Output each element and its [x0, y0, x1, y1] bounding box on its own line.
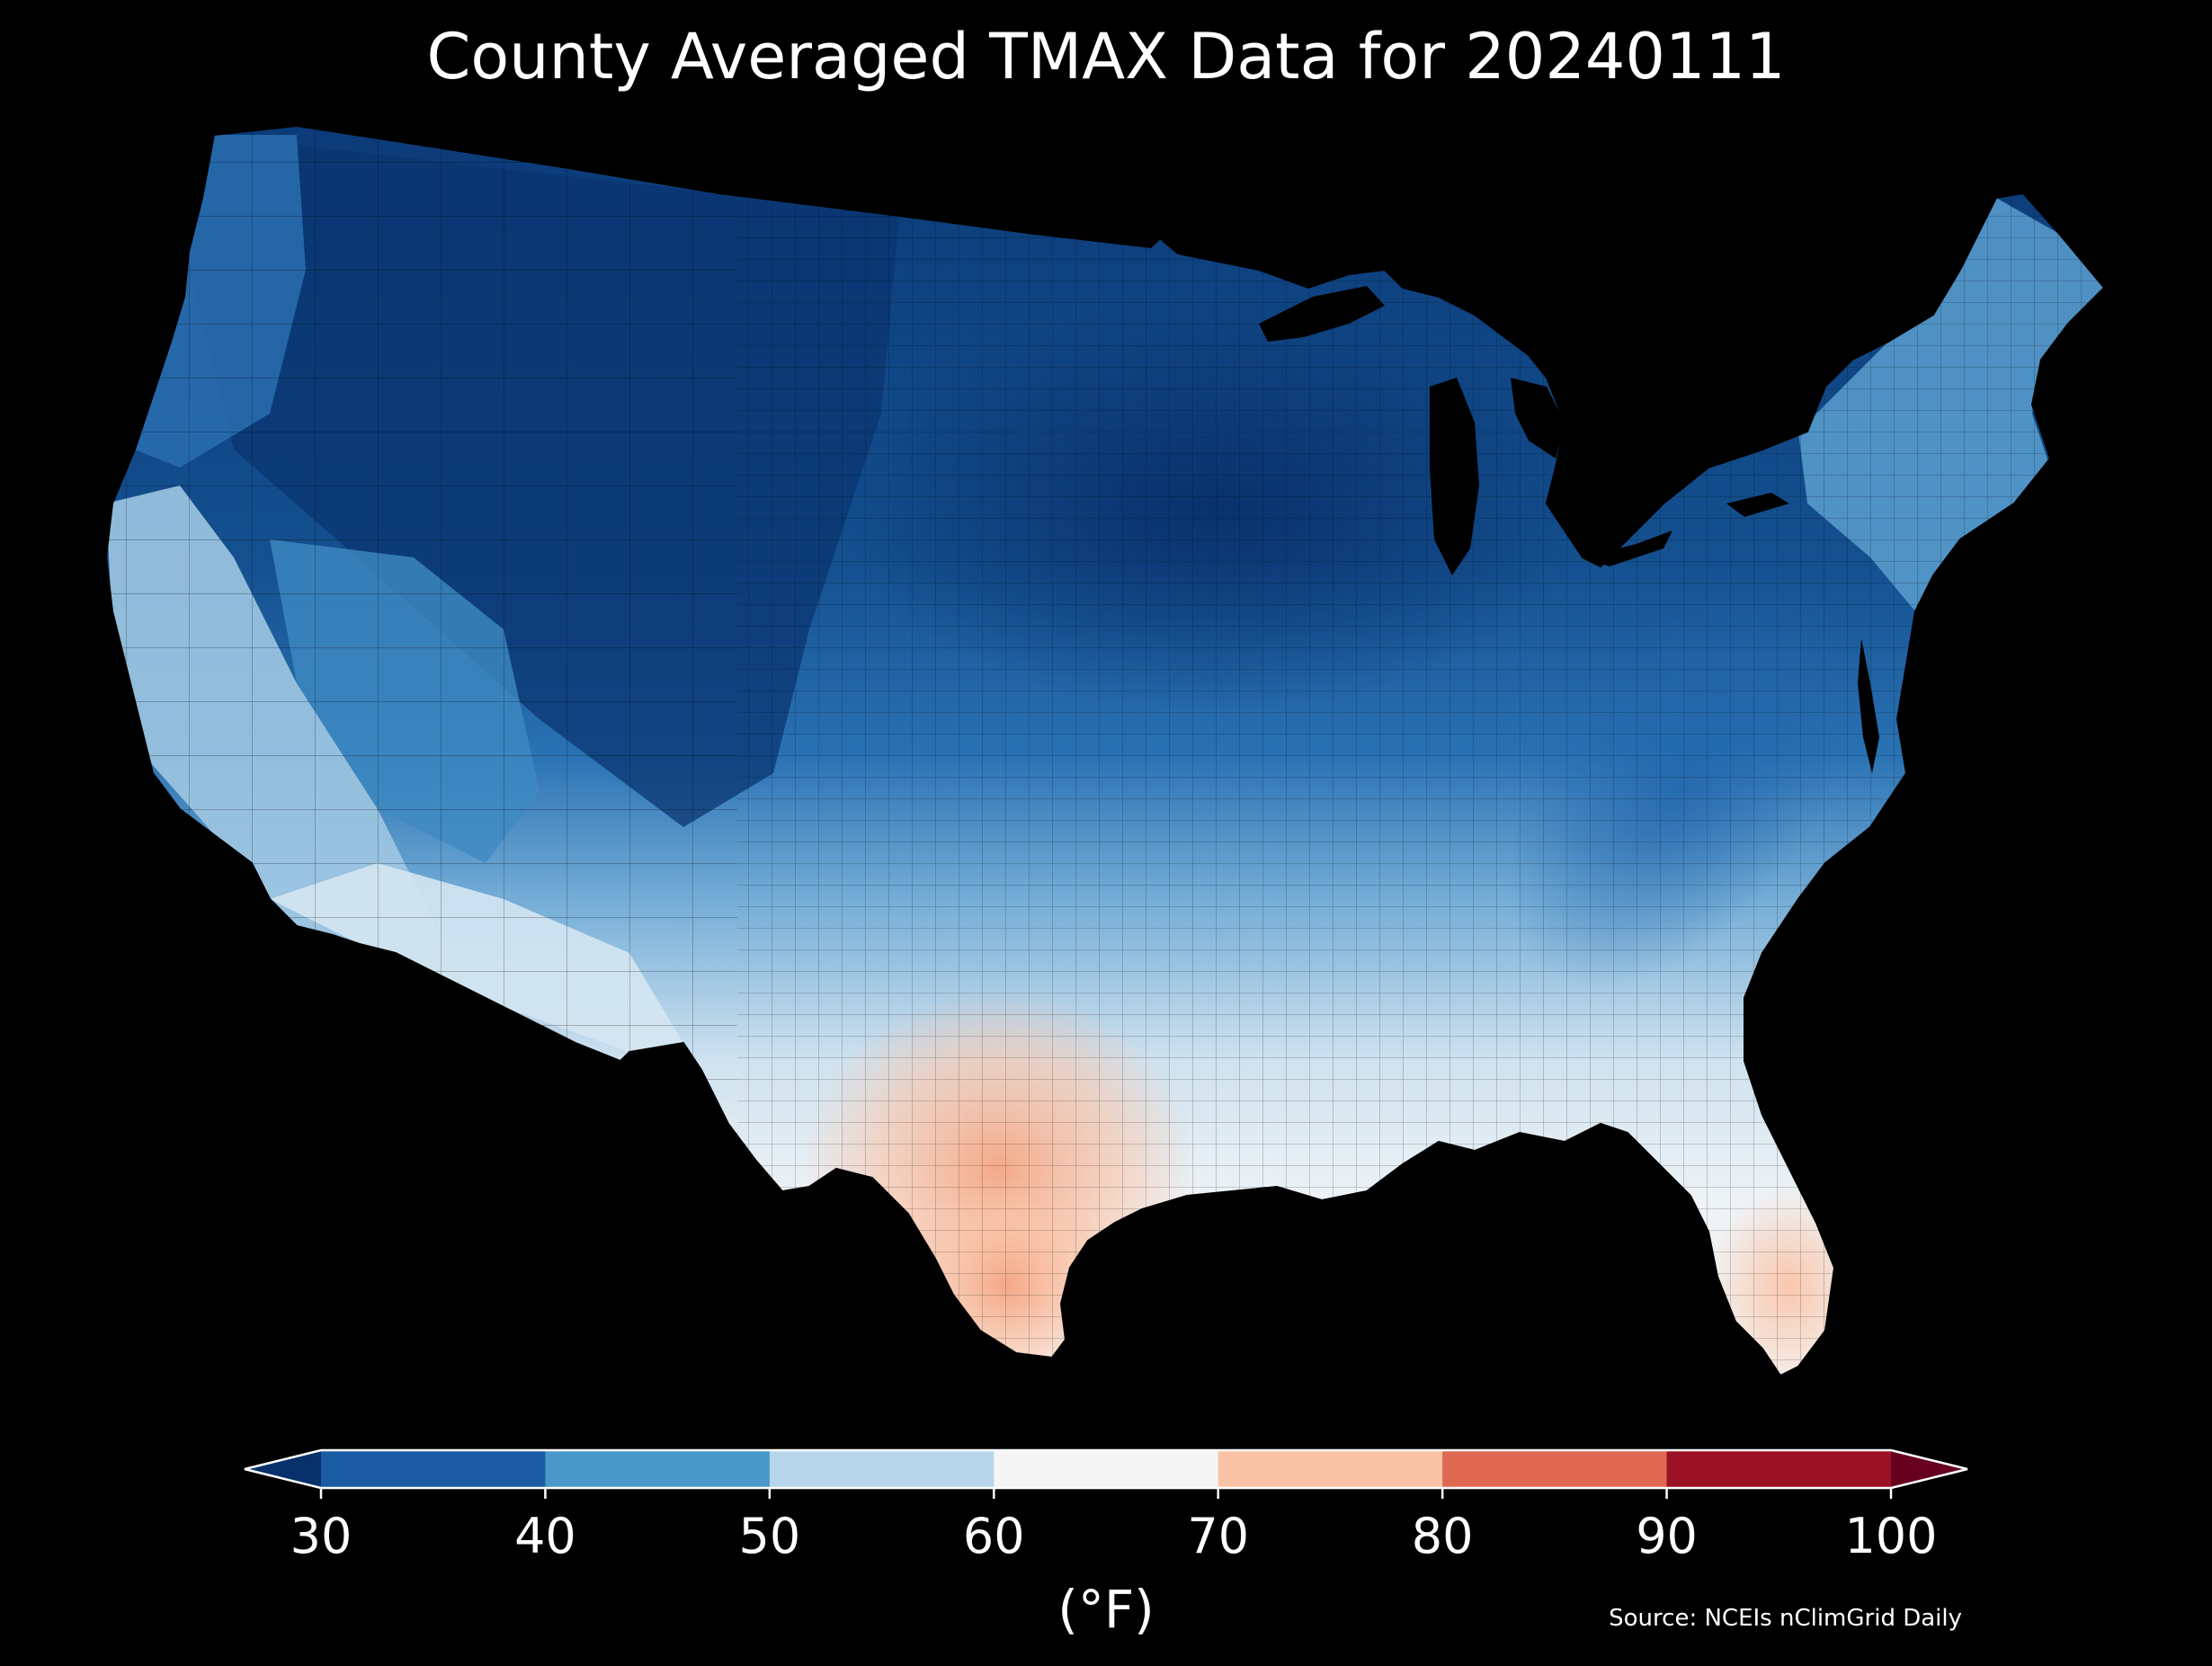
colorbar-bin: [1442, 1450, 1668, 1488]
colorbar-bin: [321, 1450, 546, 1488]
lake-huron: [1511, 378, 1565, 459]
colorbar-tick-label: 50: [738, 1508, 801, 1564]
colorbar-tick-label: 60: [962, 1508, 1025, 1564]
colorbar-bin: [1666, 1450, 1892, 1488]
lake-michigan: [1430, 378, 1479, 575]
source-credit: Source: NCEIs nClimGrid Daily: [1609, 1605, 1962, 1632]
lake-ontario: [1726, 493, 1789, 517]
colorbar-bin: [994, 1450, 1219, 1488]
colorbar-extend-low: [245, 1450, 321, 1488]
colorbar-tick-label: 80: [1411, 1508, 1474, 1564]
map-title: County Averaged TMAX Data for 20240111: [426, 20, 1786, 94]
colorbar-bin: [1217, 1450, 1443, 1488]
colorbar-bin: [769, 1450, 995, 1488]
colorbar-tick-label: 100: [1844, 1508, 1938, 1564]
colorbar-extend-high: [1891, 1450, 1967, 1488]
colorbar-tick-label: 70: [1187, 1508, 1250, 1564]
colorbar-tick-label: 90: [1636, 1508, 1698, 1564]
colorbar-unit-label: (°F): [1057, 1579, 1155, 1640]
chesapeake-bay: [1858, 638, 1879, 773]
colorbar-bin: [545, 1450, 771, 1488]
colorbar-tick-label: 40: [514, 1508, 576, 1564]
lake-erie: [1583, 530, 1672, 566]
lake-superior: [1259, 286, 1385, 342]
colorbar-tick-label: 30: [290, 1508, 352, 1564]
